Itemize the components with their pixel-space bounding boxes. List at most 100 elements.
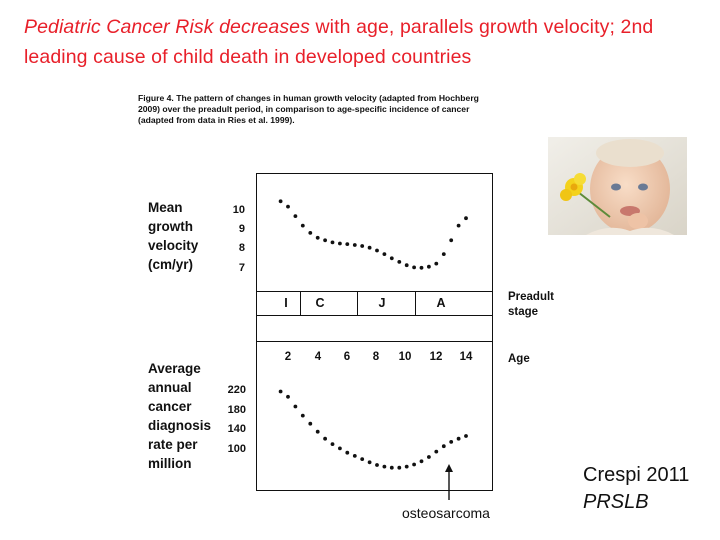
preadult-label-line-1: Preadult: [508, 291, 555, 303]
cancer-rate-point: [434, 449, 439, 454]
cancer-ylabel-line-6: million: [148, 456, 192, 471]
citation-author: Crespi 2011: [583, 464, 690, 486]
cancer-rate-point: [427, 455, 431, 459]
age-tick: 10: [398, 351, 412, 363]
growth-velocity-point: [300, 223, 305, 228]
growth-velocity-point: [315, 235, 320, 240]
age-axis-label: Age: [508, 353, 530, 365]
cancer-rate-point: [315, 429, 320, 434]
growth-velocity-point: [389, 256, 394, 261]
age-tick: 2: [284, 351, 292, 363]
cancer-ytick: 220: [227, 384, 246, 396]
stage-label-childhood: C: [315, 296, 325, 310]
cancer-rate-point: [449, 440, 454, 444]
growth-velocity-point: [434, 261, 439, 266]
growth-velocity-point: [449, 238, 454, 243]
growth-ylabel-line-4: (cm/yr): [148, 257, 194, 272]
stage-row-top-border: [256, 291, 493, 292]
cancer-ytick: 140: [227, 423, 246, 435]
title-decreases: decreases: [213, 16, 310, 38]
age-tick: 14: [459, 351, 473, 363]
growth-ylabel-line-2: growth: [148, 219, 193, 234]
citation: Crespi 2011 PRSLB: [583, 462, 689, 516]
cancer-ylabel-line-1: Average: [148, 361, 201, 376]
cancer-rate-point: [278, 389, 283, 394]
cancer-rate-point: [293, 404, 298, 409]
cancer-ylabel-line-5: rate per: [148, 437, 198, 452]
growth-velocity-point: [427, 264, 431, 269]
stage-divider-3: [415, 292, 416, 316]
stage-label-juvenile: J: [378, 296, 386, 310]
growth-velocity-point: [441, 252, 446, 256]
osteosarcoma-annotation: osteosarcoma: [402, 505, 490, 521]
stage-divider-1: [300, 292, 301, 316]
stage-label-infancy: I: [284, 296, 288, 310]
growth-velocity-point: [419, 265, 424, 270]
stage-row-bottom-border: [256, 315, 493, 316]
cancer-rate-point: [456, 436, 461, 441]
cancer-rate-point: [300, 413, 305, 418]
growth-ylabel: Mean growth velocity (cm/yr): [148, 198, 198, 274]
cancer-rate-point: [352, 454, 357, 458]
cancer-rate-point: [404, 464, 409, 469]
growth-ytick: 8: [238, 242, 245, 254]
growth-velocity-point: [404, 263, 409, 268]
growth-ylabel-line-1: Mean: [148, 200, 183, 215]
cancer-rate-point: [360, 457, 365, 461]
figure-caption: Figure 4. The pattern of changes in huma…: [138, 93, 538, 126]
stage-label-adolescence: A: [436, 296, 446, 310]
cancer-rate-point: [441, 444, 446, 449]
cancer-rate-point: [389, 465, 394, 470]
cancer-ylabel-line-3: cancer: [148, 399, 192, 414]
cancer-rate-point: [412, 462, 416, 467]
cancer-rate-point: [382, 464, 387, 469]
cancer-ytick: 180: [227, 404, 246, 416]
cancer-rate-point: [338, 446, 342, 451]
cancer-rate-point: [308, 421, 313, 426]
stage-divider-2: [357, 292, 358, 316]
cancer-ylabel: Average annual cancer diagnosis rate per…: [148, 359, 211, 473]
growth-ytick: 10: [232, 204, 245, 216]
caption-line-2: 2009) over the preadult period, in compa…: [138, 104, 470, 114]
cancer-rate-series: [278, 389, 468, 470]
growth-velocity-point: [330, 240, 335, 245]
caption-line-1: Figure 4. The pattern of changes in huma…: [138, 93, 479, 103]
growth-velocity-point: [278, 199, 283, 204]
growth-velocity-point: [293, 214, 298, 219]
preadult-label-line-2: stage: [508, 306, 539, 318]
growth-velocity-point: [367, 245, 372, 250]
growth-ytick: 9: [238, 223, 245, 235]
growth-velocity-point: [308, 231, 313, 235]
growth-velocity-point: [345, 242, 350, 247]
growth-velocity-series: [278, 199, 468, 270]
title-rest: with age, parallels growth velocity; 2nd…: [24, 16, 654, 68]
age-tick: 8: [372, 351, 380, 363]
growth-velocity-point: [464, 216, 468, 221]
age-tick: 6: [343, 351, 351, 363]
cancer-rate-point: [286, 394, 290, 399]
cancer-rate-point: [419, 459, 424, 464]
growth-velocity-point: [412, 265, 416, 270]
cancer-rate-point: [375, 463, 379, 467]
citation-journal: PRSLB: [583, 491, 649, 513]
cancer-rate-point: [397, 465, 402, 470]
caption-line-3: (adapted from data in Ries et al. 1999).: [138, 115, 295, 125]
growth-ytick: 7: [238, 262, 245, 274]
preadult-stage-label: Preadult stage: [508, 290, 554, 320]
growth-velocity-point: [375, 248, 379, 253]
cancer-ylabel-line-4: diagnosis: [148, 418, 212, 433]
growth-velocity-point: [397, 260, 402, 264]
age-tick: 4: [314, 351, 322, 363]
cancer-rate-point: [464, 434, 468, 438]
cancer-rate-point: [323, 436, 327, 441]
cancer-ylabel-line-2: annual: [148, 380, 192, 395]
growth-velocity-point: [360, 244, 365, 248]
slide-title: Pediatric Cancer Risk decreases with age…: [24, 12, 714, 72]
growth-velocity-point: [382, 252, 387, 256]
cancer-ytick: 100: [227, 443, 246, 455]
baby-photo: [548, 137, 687, 235]
growth-velocity-point: [286, 204, 290, 209]
cancer-rate-point: [367, 460, 372, 465]
growth-ylabel-line-3: velocity: [148, 238, 199, 253]
